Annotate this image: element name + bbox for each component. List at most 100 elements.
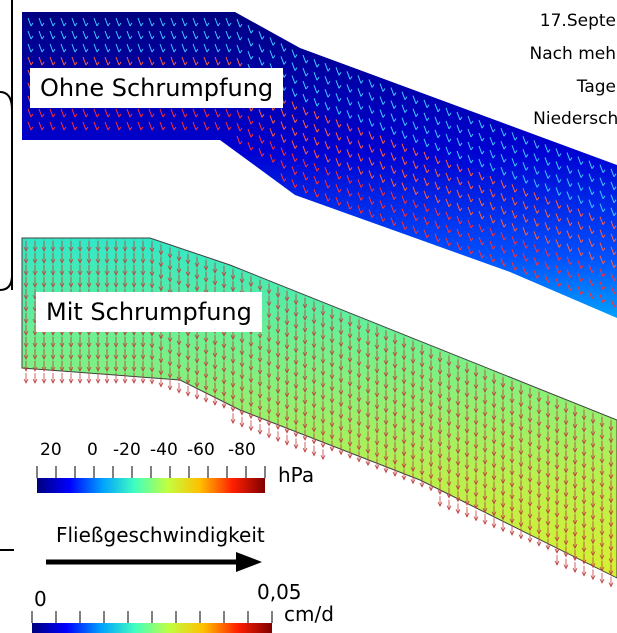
flow-arrow [437, 400, 443, 412]
flow-arrow [32, 253, 38, 264]
flow-arrow [356, 319, 362, 331]
flow-arrow [302, 298, 308, 309]
flow-arrow [275, 287, 281, 299]
flow-arrow [212, 382, 218, 394]
flow-arrow [489, 227, 496, 237]
flow-arrow [266, 319, 272, 331]
flow-arrow [131, 277, 137, 288]
flow-arrow [533, 140, 540, 149]
flow-arrow [122, 253, 128, 264]
flow-arrow [434, 233, 441, 243]
flow-arrow [511, 145, 518, 154]
flow-arrow [522, 266, 529, 275]
flow-arrow [82, 56, 89, 66]
flow-arrow [293, 414, 299, 426]
flow-arrow [293, 378, 299, 390]
flow-arrow [544, 183, 551, 192]
flow-arrow [122, 265, 128, 276]
flow-arrow [491, 385, 497, 397]
flow-arrow [555, 187, 562, 196]
flow-arrow [473, 498, 479, 510]
flow-arrow [338, 408, 344, 420]
flow-arrow [563, 462, 569, 474]
flow-arrow [239, 344, 245, 356]
flow-arrow [555, 213, 562, 222]
flow-arrow [280, 56, 287, 65]
flow-arrow [509, 440, 515, 452]
flow-arrow [221, 397, 227, 409]
flow-arrow [284, 374, 290, 386]
flow-arrow [291, 166, 298, 175]
flow-arrow [77, 277, 83, 288]
flow-arrow [248, 360, 254, 372]
flow-arrow [356, 355, 362, 367]
flow-arrow [293, 330, 299, 342]
flow-arrow [71, 121, 78, 131]
flow-arrow [23, 265, 29, 276]
flow-arrow [77, 361, 83, 372]
flow-arrow [590, 413, 596, 425]
flow-arrow [302, 145, 309, 155]
flow-arrow [149, 241, 155, 253]
flow-arrow [522, 201, 529, 210]
flow-arrow [500, 377, 506, 389]
flow-arrow [203, 30, 210, 40]
flow-arrow [590, 557, 596, 569]
flow-arrow [221, 373, 227, 385]
flow-arrow [588, 160, 595, 169]
flow-arrow [455, 491, 461, 503]
flow-arrow [194, 352, 200, 364]
flow-arrow [563, 546, 569, 558]
flow-arrow [230, 401, 236, 413]
flow-arrow [291, 49, 298, 58]
flow-arrow [59, 349, 65, 360]
flow-arrow [335, 184, 342, 193]
flow-arrow [464, 482, 470, 494]
flow-arrow [329, 332, 335, 344]
flow-arrow [356, 427, 362, 439]
flow-arrow [335, 106, 342, 115]
flow-arrow [185, 385, 191, 397]
flow-arrow [68, 361, 74, 372]
flow-arrow [588, 251, 595, 260]
flow-arrow [419, 428, 425, 440]
flow-arrow [293, 366, 299, 378]
velocity-unit: cm/d [284, 602, 334, 626]
flow-arrow [473, 378, 479, 390]
flow-arrow [32, 349, 38, 360]
flow-arrow [392, 370, 398, 381]
flow-arrow [455, 467, 461, 479]
flow-arrow [137, 17, 144, 27]
flow-arrow [131, 253, 137, 264]
flow-arrow [212, 358, 218, 370]
flow-arrow [203, 121, 210, 131]
flow-arrow [518, 528, 524, 540]
flow-arrow [357, 114, 364, 123]
flow-arrow [522, 227, 529, 236]
flow-arrow [566, 204, 573, 213]
flow-arrow [93, 121, 100, 131]
flow-arrow [428, 384, 434, 396]
flow-arrow [320, 413, 326, 425]
flow-arrow [23, 349, 29, 360]
flow-arrow [446, 355, 452, 367]
flow-arrow [71, 17, 78, 27]
flow-arrow [338, 384, 344, 396]
flow-arrow [473, 474, 479, 486]
flow-arrow [590, 569, 596, 581]
flow-arrow [482, 454, 488, 466]
flow-arrow [203, 343, 209, 355]
flow-arrow [500, 449, 506, 461]
flow-arrow [302, 370, 308, 381]
flow-arrow [266, 283, 272, 295]
flow-arrow [247, 51, 254, 60]
flow-arrow [401, 195, 408, 204]
flow-arrow [545, 407, 551, 419]
flow-arrow [392, 382, 398, 393]
flow-arrow [566, 178, 573, 187]
flow-arrow [588, 225, 595, 234]
flow-arrow [311, 397, 317, 409]
flow-direction-arrow [46, 552, 262, 572]
flow-arrow [401, 457, 407, 469]
flow-arrow [203, 56, 210, 66]
